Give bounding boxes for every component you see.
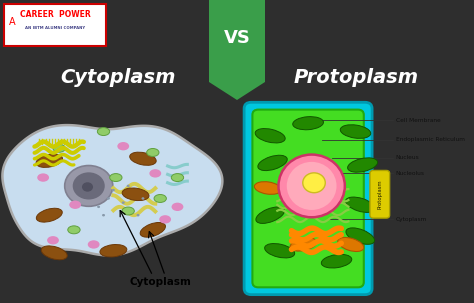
Text: Cytoplasm: Cytoplasm [60,68,176,88]
Ellipse shape [36,154,63,167]
Ellipse shape [278,155,345,217]
Ellipse shape [47,236,59,245]
Ellipse shape [97,128,109,135]
Ellipse shape [255,128,285,143]
Ellipse shape [53,144,65,152]
Ellipse shape [37,173,49,182]
Ellipse shape [102,214,105,216]
Text: Nucleolus: Nucleolus [396,171,425,176]
Ellipse shape [109,174,122,181]
Ellipse shape [258,155,287,171]
Text: Cytoplasm: Cytoplasm [396,217,427,222]
Ellipse shape [118,142,129,150]
Ellipse shape [82,182,93,192]
Ellipse shape [88,240,100,249]
Ellipse shape [149,169,161,178]
Text: AN IBTM ALUMNI COMPANY: AN IBTM ALUMNI COMPANY [25,26,85,30]
Ellipse shape [340,125,371,138]
Ellipse shape [73,172,105,199]
Ellipse shape [69,201,81,209]
Polygon shape [209,0,265,100]
Ellipse shape [122,207,134,215]
Ellipse shape [303,173,325,193]
Ellipse shape [347,158,378,172]
Ellipse shape [97,205,100,208]
Ellipse shape [256,207,284,223]
Polygon shape [2,125,222,255]
Ellipse shape [154,195,166,202]
Ellipse shape [159,215,171,224]
Text: Protoplasm: Protoplasm [293,68,419,88]
Ellipse shape [287,162,337,210]
Ellipse shape [264,244,295,258]
Ellipse shape [122,201,125,204]
Ellipse shape [293,117,323,130]
Text: CAREER  POWER: CAREER POWER [19,11,91,19]
Ellipse shape [112,189,115,191]
Text: Cell Membrane: Cell Membrane [396,118,440,123]
Ellipse shape [36,208,62,222]
Text: Protoplasm: Protoplasm [377,179,382,209]
Ellipse shape [68,226,80,234]
Ellipse shape [146,148,159,156]
Text: A: A [9,17,15,27]
FancyBboxPatch shape [4,4,106,46]
Ellipse shape [137,214,139,216]
Text: Nucleus: Nucleus [396,155,419,160]
Text: Endoplasmic Reticulum: Endoplasmic Reticulum [396,138,465,142]
Ellipse shape [346,228,374,244]
Ellipse shape [140,222,165,237]
Ellipse shape [338,238,364,251]
Ellipse shape [290,238,317,251]
Ellipse shape [346,197,375,212]
Ellipse shape [100,245,127,257]
FancyBboxPatch shape [252,110,364,287]
Ellipse shape [127,185,130,187]
Ellipse shape [130,152,156,165]
Ellipse shape [321,255,352,268]
Ellipse shape [41,246,67,260]
Ellipse shape [255,182,281,194]
Text: VS: VS [224,29,250,47]
Ellipse shape [171,174,183,181]
Text: Cytoplasm: Cytoplasm [129,277,191,287]
Ellipse shape [172,203,183,211]
FancyBboxPatch shape [244,102,372,295]
FancyBboxPatch shape [370,171,390,218]
Ellipse shape [107,197,110,200]
Ellipse shape [141,197,145,200]
Ellipse shape [122,188,149,201]
Ellipse shape [64,165,113,206]
